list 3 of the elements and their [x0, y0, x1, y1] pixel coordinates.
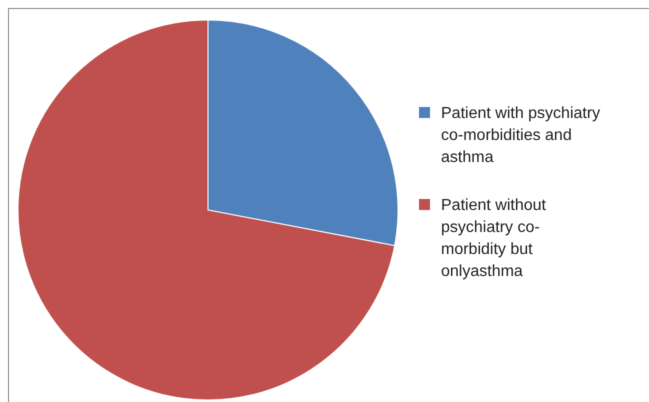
legend-label: Patient without psychiatry co-morbidity but onlyasthma [441, 197, 547, 280]
pie-slice [18, 20, 396, 400]
legend-label: Patient with psychiatry co-morbidities and asthma [441, 105, 600, 166]
